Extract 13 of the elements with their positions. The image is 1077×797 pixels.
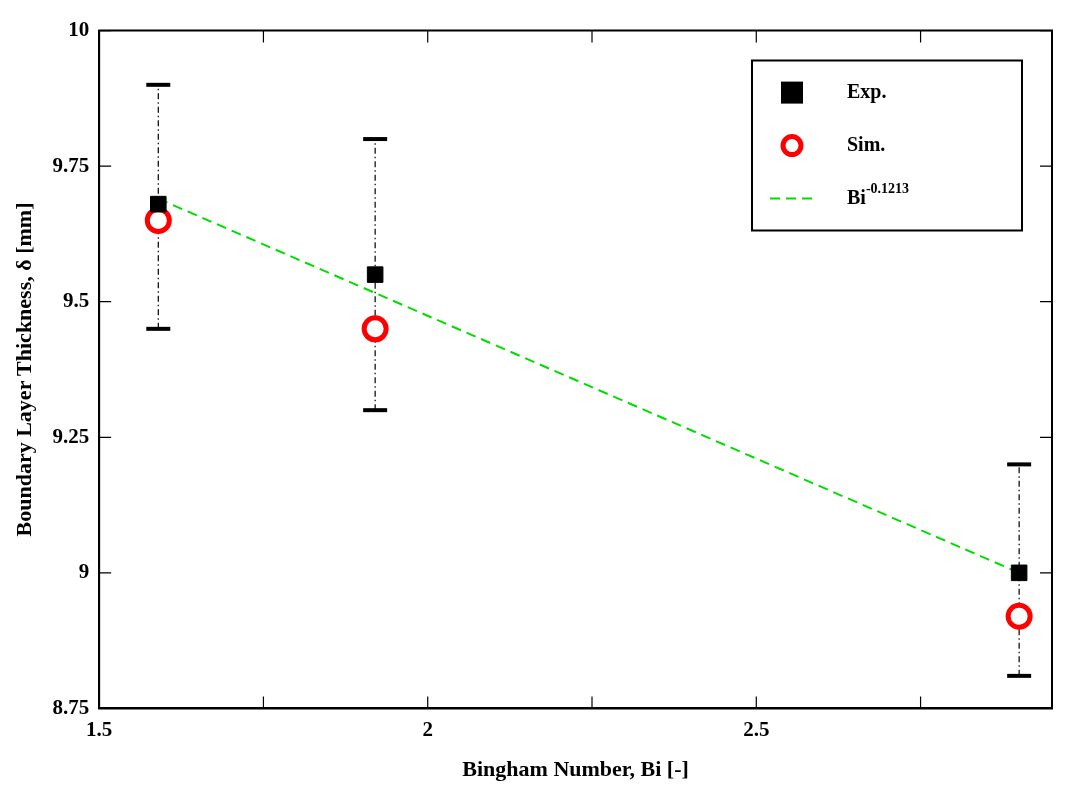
y-tick-label: 10 bbox=[68, 17, 90, 42]
y-tick-label: 8.75 bbox=[52, 694, 90, 719]
legend-label: Exp. bbox=[847, 79, 887, 103]
x-tick-label: 2 bbox=[422, 717, 433, 742]
x-tick-label: 2.5 bbox=[743, 717, 770, 742]
x-axis-title: Bingham Number, Bi [-] bbox=[462, 756, 689, 782]
legend-label: Sim. bbox=[847, 132, 886, 155]
y-tick-label: 9.25 bbox=[52, 423, 90, 448]
y-tick-label: 9.5 bbox=[62, 288, 90, 313]
x-tick-label: 1.5 bbox=[86, 717, 113, 742]
y-axis-title: Boundary Layer Thickness, δ [mm] bbox=[10, 202, 36, 537]
y-tick-label: 9 bbox=[78, 559, 90, 584]
y-tick-label: 9.75 bbox=[52, 152, 90, 177]
